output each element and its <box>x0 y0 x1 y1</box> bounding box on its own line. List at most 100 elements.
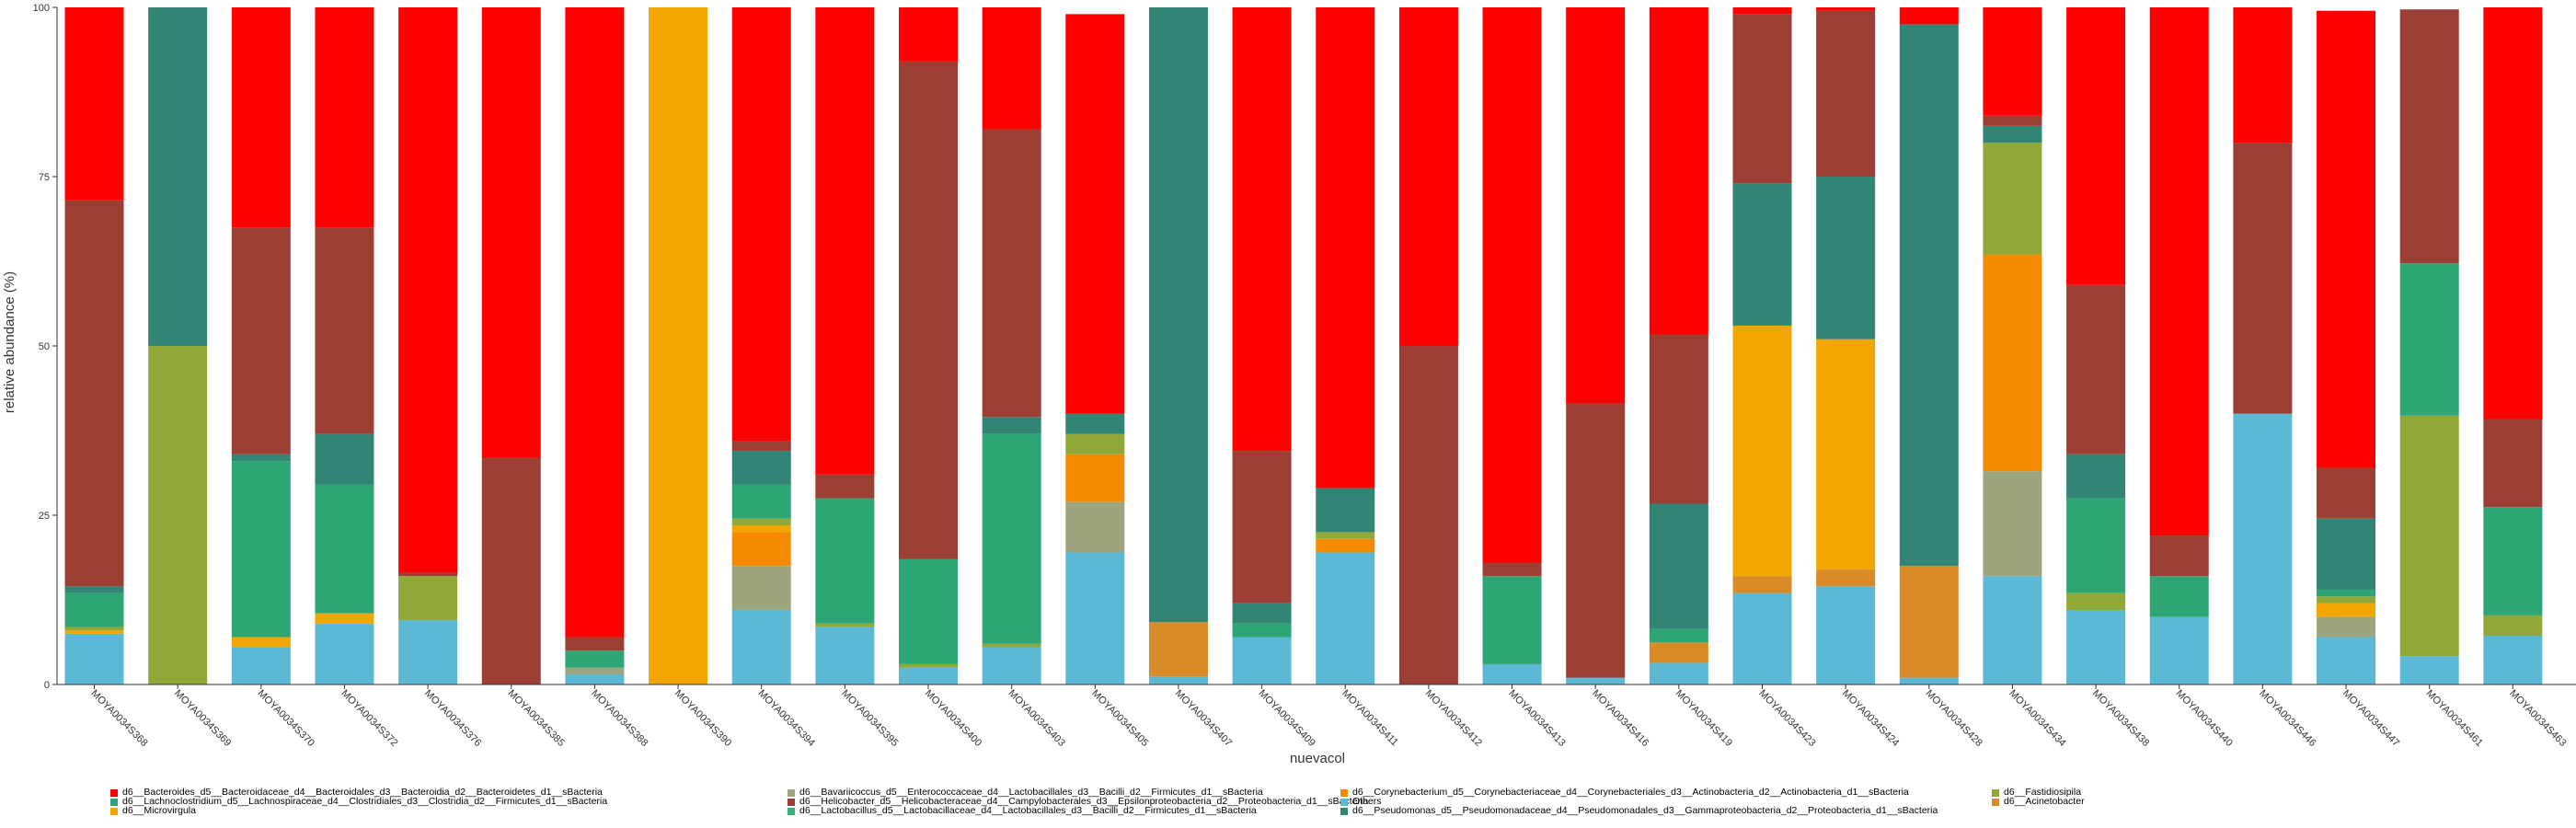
legend-item: d6__Helicobacter_d5__Helicobacteraceae_d… <box>788 797 1368 806</box>
bar-segment-MOYA0034S413-s10 <box>1482 7 1542 563</box>
x-tick-label-MOYA0034S372: MOYA0034S372 <box>339 688 399 749</box>
bar-segment-MOYA0034S419-s9 <box>1649 334 1708 504</box>
bar-segment-MOYA0034S409-s7 <box>1232 623 1292 638</box>
bar-segment-MOYA0034S405-s3 <box>1065 454 1125 502</box>
bar-segment-MOYA0034S376-s9 <box>398 572 458 577</box>
legend-label: d6__Helicobacter_d5__Helicobacteraceae_d… <box>799 796 1369 807</box>
legend-swatch <box>110 798 118 806</box>
bar-segment-MOYA0034S394-s5 <box>731 518 791 526</box>
bar-segment-MOYA0034S395-s10 <box>815 7 875 475</box>
bar-segment-MOYA0034S424-s4 <box>1816 339 1876 569</box>
x-tick-label-MOYA0034S395: MOYA0034S395 <box>839 688 900 749</box>
y-axis-title: relative abundance (%) <box>2 271 17 413</box>
bar-segment-MOYA0034S394-s7 <box>731 484 791 519</box>
bar-segment-MOYA0034S434-s8 <box>1983 125 2042 144</box>
bar-segment-MOYA0034S419-s1 <box>1649 642 1708 663</box>
bar-segment-MOYA0034S434-s10 <box>1983 7 2042 116</box>
x-tick-label-MOYA0034S447: MOYA0034S447 <box>2340 688 2401 749</box>
bar-segment-MOYA0034S438-s10 <box>2066 7 2126 285</box>
bar-segment-MOYA0034S388-s0 <box>565 673 625 684</box>
bar-segment-MOYA0034S407-s1 <box>1148 622 1208 677</box>
bar-segment-MOYA0034S447-s4 <box>2317 603 2376 617</box>
bar-segment-MOYA0034S411-s3 <box>1316 538 1375 553</box>
bar-segment-MOYA0034S394-s9 <box>731 441 791 452</box>
x-tick-label-MOYA0034S369: MOYA0034S369 <box>172 688 233 749</box>
bar-segment-MOYA0034S368-s8 <box>64 586 124 593</box>
bar-segment-MOYA0034S423-s1 <box>1732 576 1792 593</box>
bar-segment-MOYA0034S411-s0 <box>1316 552 1375 684</box>
x-tick-label-MOYA0034S407: MOYA0034S407 <box>1173 688 1234 749</box>
bar-segment-MOYA0034S400-s7 <box>899 558 958 664</box>
bar-segment-MOYA0034S394-s10 <box>731 7 791 442</box>
bar-segment-MOYA0034S385-s9 <box>481 457 541 684</box>
bar-segment-MOYA0034S461-s9 <box>2399 9 2459 264</box>
plot-area <box>64 7 2543 684</box>
x-tick-label-MOYA0034S370: MOYA0034S370 <box>256 688 316 749</box>
bar-segment-MOYA0034S446-s0 <box>2233 413 2293 684</box>
bar-segment-MOYA0034S428-s8 <box>1899 24 1959 567</box>
legend-item: d6__Lactobacillus_d5__Lactobacillaceae_d… <box>788 805 1340 816</box>
x-tick-label-MOYA0034S440: MOYA0034S440 <box>2174 688 2235 749</box>
bar-segment-MOYA0034S412-s10 <box>1398 7 1458 346</box>
bar-segment-MOYA0034S424-s8 <box>1816 177 1876 339</box>
bar-segment-MOYA0034S438-s9 <box>2066 284 2126 454</box>
bar-segment-MOYA0034S423-s8 <box>1732 183 1792 326</box>
bar-segment-MOYA0034S368-s10 <box>64 7 124 201</box>
legend-label: d6__Bacteroides_d5__Bacteroidaceae_d4__B… <box>122 787 603 798</box>
bar-segment-MOYA0034S438-s8 <box>2066 454 2126 499</box>
legend-item: d6__Microvirgula <box>110 806 788 815</box>
bar-segment-MOYA0034S405-s0 <box>1065 552 1125 684</box>
bar-segment-MOYA0034S416-s10 <box>1566 7 1626 404</box>
bar-segment-MOYA0034S400-s9 <box>899 61 958 559</box>
x-axis-title: nuevacol <box>1290 751 1345 766</box>
x-tick-label-MOYA0034S390: MOYA0034S390 <box>673 688 733 749</box>
legend-label: d6__Lactobacillus_d5__Lactobacillaceae_d… <box>799 805 1257 816</box>
bar-segment-MOYA0034S370-s9 <box>231 227 291 454</box>
x-tick-label-MOYA0034S461: MOYA0034S461 <box>2424 688 2485 749</box>
bar-segment-MOYA0034S369-s8 <box>148 7 208 346</box>
x-tick-label-MOYA0034S394: MOYA0034S394 <box>756 688 817 749</box>
bar-segment-MOYA0034S372-s8 <box>315 433 374 485</box>
bar-segment-MOYA0034S413-s7 <box>1482 576 1542 664</box>
bar-segment-MOYA0034S424-s9 <box>1816 10 1876 178</box>
legend-item: d6__Fastidiosipila <box>1992 788 2470 797</box>
bar-segment-MOYA0034S463-s0 <box>2483 636 2543 684</box>
bar-segment-MOYA0034S423-s10 <box>1732 7 1792 15</box>
y-tick-label-100: 100 <box>33 3 50 14</box>
bar-segment-MOYA0034S370-s0 <box>231 647 291 684</box>
bar-segment-MOYA0034S428-s10 <box>1899 7 1959 25</box>
legend-item: d6__Acinetobacter <box>1992 797 2470 806</box>
x-tick-label-MOYA0034S413: MOYA0034S413 <box>1506 688 1567 749</box>
bar-segment-MOYA0034S376-s5 <box>398 576 458 621</box>
x-tick-label-MOYA0034S400: MOYA0034S400 <box>923 688 983 749</box>
bar-segment-MOYA0034S400-s5 <box>899 663 958 668</box>
bar-segment-MOYA0034S423-s0 <box>1732 592 1792 684</box>
legend-item: d6__Bacteroides_d5__Bacteroidaceae_d4__B… <box>110 788 788 797</box>
bar-segment-MOYA0034S434-s9 <box>1983 115 2042 126</box>
bar-segment-MOYA0034S395-s7 <box>815 498 875 624</box>
x-tick-label-MOYA0034S411: MOYA0034S411 <box>1340 688 1400 749</box>
x-tick-label-MOYA0034S416: MOYA0034S416 <box>1590 688 1650 749</box>
bar-segment-MOYA0034S405-s2 <box>1065 501 1125 553</box>
bar-segment-MOYA0034S372-s9 <box>315 227 374 434</box>
bar-segment-MOYA0034S413-s0 <box>1482 663 1542 684</box>
x-tick-label-MOYA0034S424: MOYA0034S424 <box>1840 688 1901 749</box>
x-tick-label-MOYA0034S376: MOYA0034S376 <box>422 688 483 749</box>
bar-segment-MOYA0034S388-s9 <box>565 637 625 651</box>
bar-segment-MOYA0034S400-s10 <box>899 7 958 62</box>
legend-swatch <box>1992 798 1999 806</box>
bar-segment-MOYA0034S424-s10 <box>1816 7 1876 11</box>
x-tick-label-MOYA0034S409: MOYA0034S409 <box>1256 688 1317 749</box>
y-tick-label-25: 25 <box>39 511 50 522</box>
bar-segment-MOYA0034S409-s9 <box>1232 451 1292 604</box>
bar-segment-MOYA0034S403-s9 <box>982 129 1041 418</box>
bar-segment-MOYA0034S423-s9 <box>1732 14 1792 184</box>
x-axis: MOYA0034S368 MOYA0034S369 MOYA0034S370 MOYA… <box>57 684 2576 749</box>
x-tick-label-MOYA0034S412: MOYA0034S412 <box>1423 688 1484 749</box>
bar-segment-MOYA0034S407-s8 <box>1148 7 1208 623</box>
x-tick-label-MOYA0034S446: MOYA0034S446 <box>2257 688 2317 749</box>
legend-swatch <box>110 807 118 815</box>
legend-item: d6__Pseudomonas_d5__Pseudomonadaceae_d4_… <box>1340 806 1992 815</box>
bar-segment-MOYA0034S409-s8 <box>1232 603 1292 624</box>
bar-segment-MOYA0034S424-s1 <box>1816 569 1876 587</box>
